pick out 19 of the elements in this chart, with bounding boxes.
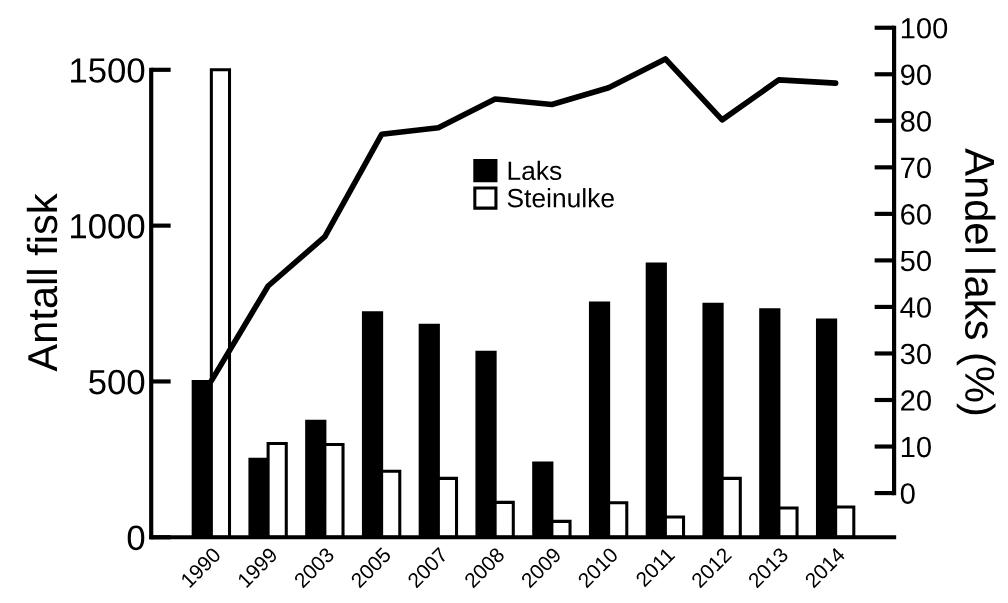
y2-tick-label: 10 xyxy=(901,436,931,458)
y-tick-label: 0 xyxy=(127,525,145,551)
y2-tick-label: 30 xyxy=(900,343,931,365)
y2-tick-label: 70 xyxy=(901,157,931,179)
y-tick-label: 500 xyxy=(89,369,145,395)
y2-tick-label: 20 xyxy=(901,390,931,411)
y-axis-title: Antall fisk xyxy=(26,193,58,372)
y2-axis-title: Andel laks (%) xyxy=(956,148,996,415)
y2-tick-label: 0 xyxy=(900,483,915,504)
y-tick-label: 1000 xyxy=(71,213,145,239)
y2-tick-label: 80 xyxy=(900,111,931,132)
y2-tick-label: 100 xyxy=(901,17,948,39)
y2-tick-label: 40 xyxy=(900,297,931,318)
y2-tick-label: 90 xyxy=(901,64,931,86)
y2-tick-label: 60 xyxy=(901,204,931,225)
legend-label: Laks xyxy=(508,160,562,181)
y2-tick-label: 50 xyxy=(900,250,931,272)
legend-label: Steinulke xyxy=(507,188,614,208)
y-tick-label: 1500 xyxy=(71,58,145,83)
